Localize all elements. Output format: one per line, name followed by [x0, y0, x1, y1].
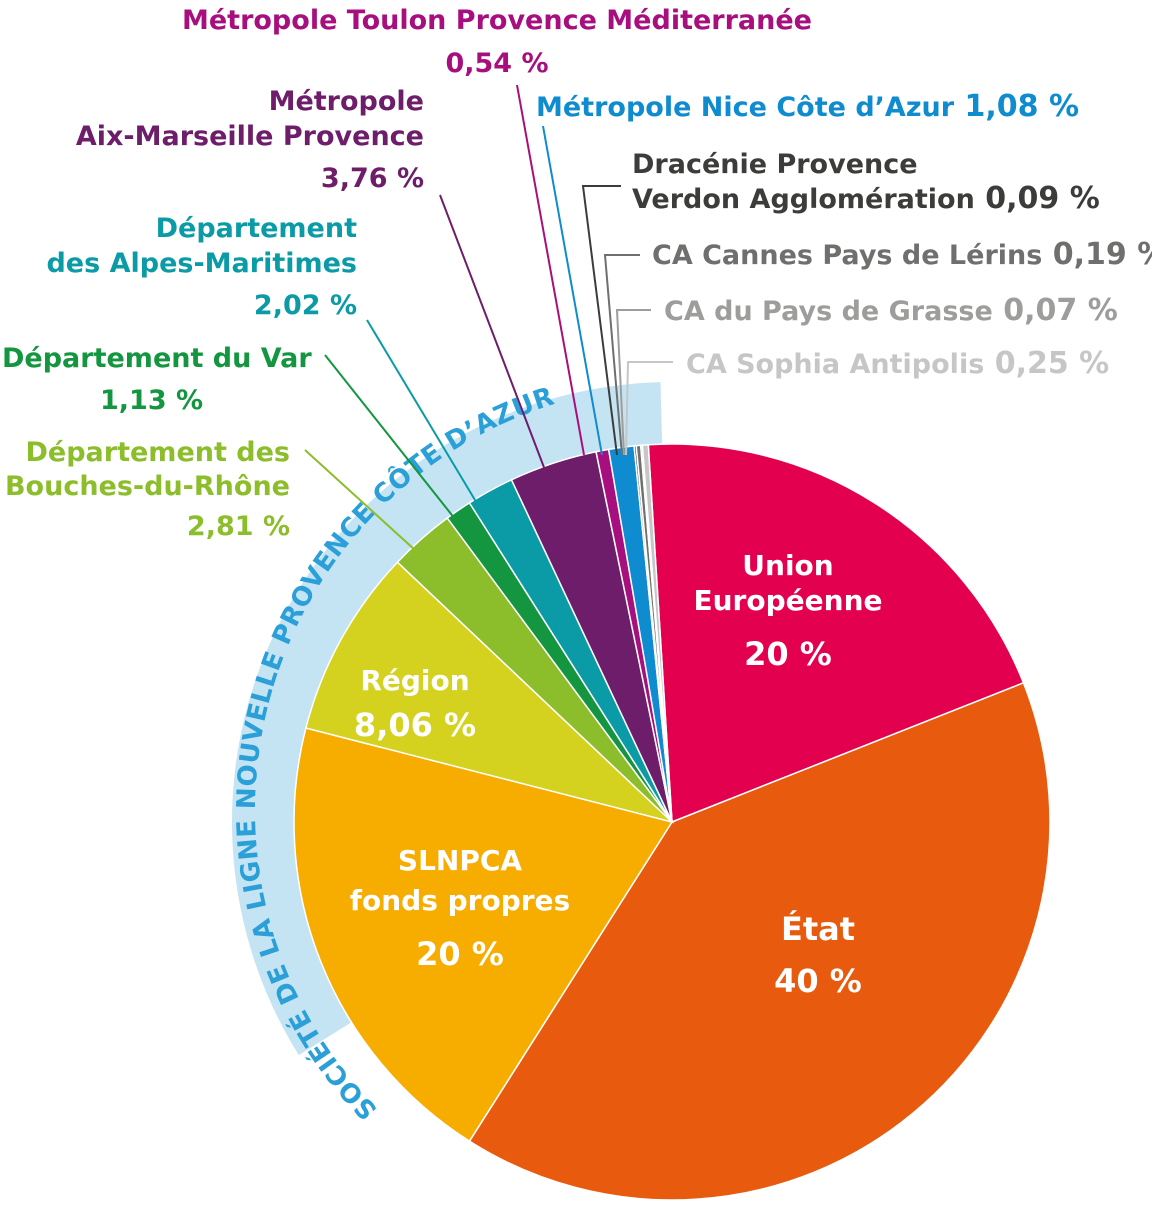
slice-value-nca: 1,08 %: [954, 89, 1079, 124]
slice-value-tpm: 0,54 %: [445, 48, 548, 79]
leader-dpva: [581, 185, 621, 456]
slice-label-etat: État: [781, 910, 855, 948]
leader-nca: [542, 125, 603, 456]
leader-sophia: [625, 361, 673, 456]
slice-label-tpm: Métropole Toulon Provence Méditerranée: [182, 5, 812, 36]
slice-label-am: Département: [156, 213, 357, 244]
slice-ue: [647, 443, 1025, 824]
leader-var: [324, 354, 460, 525]
leader-tpm: [516, 84, 585, 456]
slice-label-slnpca: SLNPCA: [398, 844, 523, 877]
slice-label-bdr: Département des: [26, 437, 291, 468]
slice-etat: [468, 681, 1051, 1201]
slice-slnpca: [293, 727, 674, 1143]
slice-sophia: [641, 443, 673, 823]
slice-value-region: 8,06 %: [354, 706, 476, 744]
slice-label-nca: Métropole Nice Côte d’Azur 1,08 %: [536, 89, 1079, 124]
slice-label-slnpca: fonds propres: [350, 884, 570, 917]
leader-lines: [304, 84, 673, 551]
slice-region: [304, 561, 675, 824]
leader-grasse: [615, 309, 651, 456]
slice-label-bdr: Bouches-du-Rhône: [5, 471, 290, 502]
slice-value-grasse: 0,07 %: [993, 293, 1118, 328]
slice-label-var: Département du Var: [2, 343, 312, 374]
slice-label-am: des Alpes-Maritimes: [46, 248, 357, 279]
slice-value-etat: 40 %: [774, 962, 862, 1000]
leader-bdr: [304, 449, 416, 551]
slice-label-amp: Métropole: [269, 86, 424, 117]
slice-value-am: 2,02 %: [254, 290, 357, 321]
slice-label-ue: Union: [742, 549, 833, 582]
pie-slices: [293, 443, 1051, 1201]
slice-value-cannes: 0,19 %: [1042, 237, 1152, 272]
slice-label-dpva: Dracénie Provence: [632, 149, 918, 180]
slice-label-sophia: CA Sophia Antipolis 0,25 %: [686, 346, 1109, 381]
slice-label-cannes: CA Cannes Pays de Lérins 0,19 %: [652, 237, 1152, 272]
slice-value-ue: 20 %: [744, 635, 832, 673]
slice-label-amp: Aix-Marseille Provence: [76, 121, 424, 152]
slice-label-dpva: Verdon Agglomération 0,09 %: [632, 181, 1100, 216]
slice-value-var: 1,13 %: [100, 385, 203, 416]
slice-label-grasse: CA du Pays de Grasse 0,07 %: [664, 293, 1118, 328]
slnpca-band-shape: [232, 382, 663, 1056]
slice-value-sophia: 0,25 %: [984, 346, 1109, 381]
slice-value-slnpca: 20 %: [416, 935, 504, 973]
slice-label-ue: Européenne: [694, 584, 883, 617]
slice-value-dpva: 0,09 %: [975, 181, 1100, 216]
slice-value-amp: 3,76 %: [321, 163, 424, 194]
leader-cannes: [603, 254, 640, 456]
leader-amp: [439, 194, 546, 471]
slice-label-region: Région: [360, 664, 469, 697]
slice-value-bdr: 2,81 %: [187, 511, 290, 542]
leader-am: [366, 319, 479, 506]
